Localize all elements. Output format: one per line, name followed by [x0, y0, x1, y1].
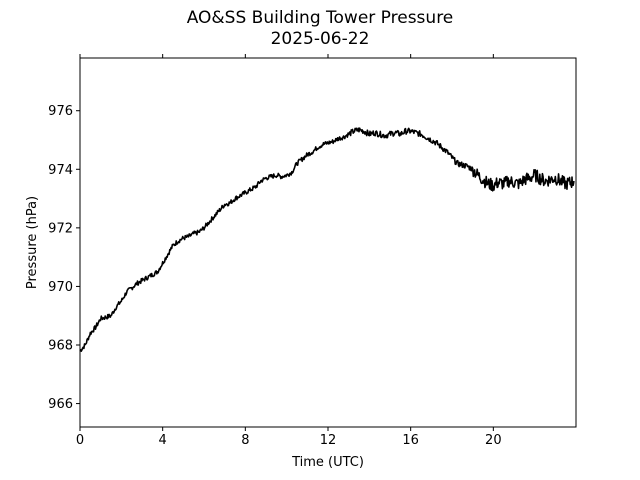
y-tick-label: 974 [48, 163, 73, 178]
y-tick-label: 970 [48, 280, 73, 295]
x-tick-label: 0 [76, 433, 84, 448]
y-axis-label: Pressure (hPa) [25, 196, 40, 289]
x-tick-label: 4 [159, 433, 167, 448]
y-axis: 966 968 970 972 974 976 [48, 104, 80, 412]
y-tick-label: 972 [48, 221, 73, 236]
x-tick-label: 16 [402, 433, 419, 448]
chart-title: AO&SS Building Tower Pressure [186, 8, 454, 28]
y-tick-label: 976 [48, 104, 73, 119]
plot-frame [79, 57, 577, 428]
plot-area [79, 57, 577, 428]
x-axis: 0 4 8 12 16 20 [76, 54, 502, 448]
y-tick-label: 968 [48, 339, 73, 354]
x-tick-label: 20 [485, 433, 502, 448]
series-line-pressure [79, 127, 575, 352]
chart-subtitle: 2025-06-22 [270, 29, 370, 49]
x-axis-label: Time (UTC) [291, 455, 364, 470]
y-tick-label: 966 [48, 397, 73, 412]
x-tick-label: 8 [241, 433, 249, 448]
x-tick-label: 12 [320, 433, 337, 448]
